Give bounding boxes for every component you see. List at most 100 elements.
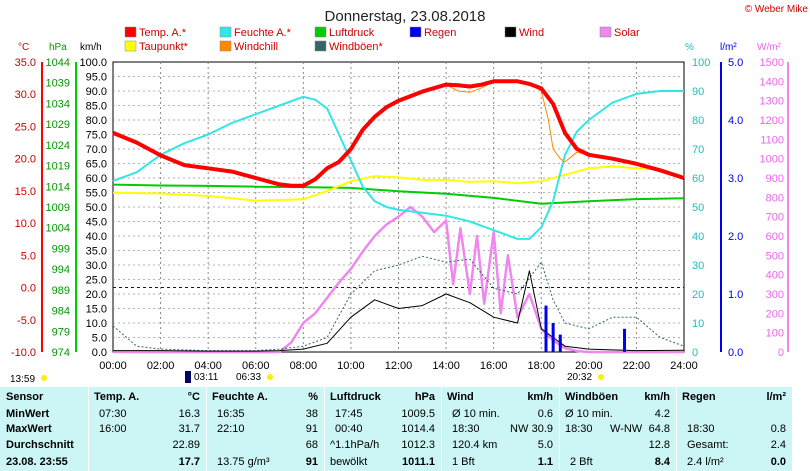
luftdruck-min-time: 17:45 xyxy=(335,408,363,420)
legend-swatch xyxy=(124,40,137,52)
hpa-tick-label: 1009 xyxy=(46,202,70,214)
grid xyxy=(112,61,685,353)
regen-avg-label: Gesamt: xyxy=(687,439,729,451)
hpa-axis-unit: hPa xyxy=(49,42,67,53)
rain-tick-label: 1.0 xyxy=(728,289,743,301)
rain-tick-label: 5.0 xyxy=(728,57,743,69)
stats-separator xyxy=(88,387,89,471)
kmh-tick-label: 60.0 xyxy=(86,173,107,185)
celsius-tick-label: 35.0 xyxy=(15,57,36,69)
luftdruck-max-value: 1014.4 xyxy=(401,423,435,435)
luftdruck-current-value: 1011.1 xyxy=(401,456,435,468)
series-layer xyxy=(112,79,685,354)
luftdruck-avg-value: 1012.3 xyxy=(401,439,435,451)
x-tick-label: 00:00 xyxy=(99,360,127,372)
hpa-tick-label: 1034 xyxy=(46,98,70,110)
kmh-tick-label: 10.0 xyxy=(86,318,107,330)
solar-tick-label: 900 xyxy=(766,173,784,185)
legend-swatch xyxy=(219,40,232,52)
hpa-tick-label: 999 xyxy=(52,243,70,255)
percent-tick-label: 90 xyxy=(692,86,704,98)
series-luftdruck-line xyxy=(112,183,685,205)
temp-max-value: 31.7 xyxy=(178,423,200,435)
series-solar-line xyxy=(113,205,684,354)
stats-separator xyxy=(676,387,677,471)
sensor-max-label: MaxWert xyxy=(6,423,52,435)
series-temp-line xyxy=(112,79,685,188)
solar-tick-label: 400 xyxy=(766,270,784,282)
x-tick-label: 14:00 xyxy=(432,360,460,372)
kmh-axis-unit: km/h xyxy=(80,42,102,53)
wind-avg-value: 5.0 xyxy=(537,439,553,451)
legend-label: Windchill xyxy=(234,41,278,53)
kmh-tick-label: 25.0 xyxy=(86,275,107,287)
x-tick-label: 02:00 xyxy=(147,360,175,372)
percent-tick-label: 30 xyxy=(692,260,704,272)
hpa-tick-label: 1014 xyxy=(46,181,70,193)
celsius-tick-label: 0.0 xyxy=(21,283,36,295)
celsius-tick-label: 30.0 xyxy=(15,89,36,101)
kmh-tick-label: 45.0 xyxy=(86,217,107,229)
rain-tick-label: 3.0 xyxy=(728,173,743,185)
rain-tick-label: 0.0 xyxy=(728,347,743,359)
sun-icon xyxy=(41,375,47,381)
temp-min-time: 07:30 xyxy=(99,408,127,420)
sunrise-icon xyxy=(267,374,273,380)
windboeen-current-label: 2 Bft xyxy=(570,456,593,468)
sun-markers: 13:59 03:11 06:33 20:32 xyxy=(10,371,604,385)
x-tick-label: 20:00 xyxy=(575,360,603,372)
rain-bar xyxy=(551,323,555,352)
copyright-label: © Weber Mike xyxy=(745,4,809,15)
legend-label: Feuchte A.* xyxy=(234,27,292,39)
temp-max-time: 16:00 xyxy=(99,423,127,435)
wind-max-value: 30.9 xyxy=(531,423,553,435)
percent-tick-label: 100 xyxy=(692,57,710,69)
kmh-tick-label: 95.0 xyxy=(86,72,107,84)
windboeen-max-dir: W-NW xyxy=(610,423,643,435)
windboeen-header: Windböen xyxy=(565,391,619,403)
regen-unit: l/m² xyxy=(766,391,786,403)
hpa-tick-label: 984 xyxy=(52,306,70,318)
temp-current-value: 17.7 xyxy=(178,456,200,468)
wind-header: Wind xyxy=(447,391,474,403)
legend-label: Luftdruck xyxy=(329,27,375,39)
legend-label: Regen xyxy=(424,27,456,39)
feuchte-current-label: 13.75 g/m³ xyxy=(217,456,270,468)
hpa-tick-label: 994 xyxy=(52,264,70,276)
feuchte-unit: % xyxy=(308,391,318,403)
solar-tick-label: 500 xyxy=(766,250,784,262)
rain-bar xyxy=(623,328,627,352)
stats-separator xyxy=(324,387,325,471)
sunset-icon xyxy=(598,374,604,380)
stats-col-windboeen: Windböen km/h Ø 10 min. 4.2 18:30 W-NW 6… xyxy=(560,387,676,471)
legend-label: Windböen* xyxy=(329,41,384,53)
regen-max-time: 18:30 xyxy=(687,423,715,435)
stats-col-temp: Temp. A. °C 07:30 16.3 16:00 31.7 22.89 … xyxy=(89,387,206,471)
kmh-tick-label: 35.0 xyxy=(86,246,107,258)
kmh-tick-label: 20.0 xyxy=(86,289,107,301)
solar-tick-label: 100 xyxy=(766,328,784,340)
percent-tick-label: 20 xyxy=(692,289,704,301)
weather-chart: Donnerstag, 23.08.2018 © Weber Mike Temp… xyxy=(10,4,809,385)
hpa-tick-label: 1039 xyxy=(46,78,70,90)
hpa-tick-label: 974 xyxy=(52,347,70,359)
percent-tick-label: 60 xyxy=(692,173,704,185)
legend-swatch xyxy=(409,26,422,38)
legend-swatch xyxy=(124,26,137,38)
stats-separator xyxy=(206,387,207,471)
regen-avg-value: 2.4 xyxy=(770,439,786,451)
axis-ticks: 35.0 30.0 25.0 20.0 15.0 10.0 5.0 0.0 -5.0 -10.0 1… xyxy=(11,57,789,372)
legend-label: Taupunkt* xyxy=(139,41,189,53)
celsius-tick-label: -5.0 xyxy=(17,315,36,327)
temp-min-value: 16.3 xyxy=(178,408,200,420)
series-feuchte-line xyxy=(112,90,684,240)
windboeen-max-time: 18:30 xyxy=(565,423,593,435)
windboeen-unit: km/h xyxy=(644,391,670,403)
kmh-tick-label: 55.0 xyxy=(86,188,107,200)
luftdruck-avg-label: ^1.1hPa/h xyxy=(330,439,380,451)
luftdruck-unit: hPa xyxy=(414,391,435,403)
feuchte-max-time: 22:10 xyxy=(217,423,245,435)
sensor-min-label: MinWert xyxy=(6,408,50,420)
legend-swatch xyxy=(219,26,232,38)
solar-tick-label: 200 xyxy=(766,308,784,320)
